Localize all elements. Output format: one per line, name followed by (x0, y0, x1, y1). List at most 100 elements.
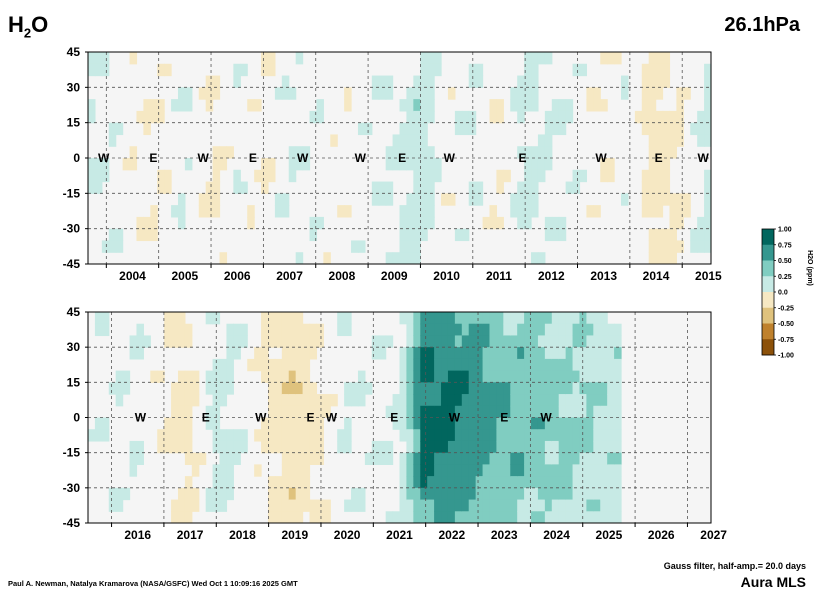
anomaly-cell (565, 110, 574, 124)
qbo-phase-label: E (306, 411, 314, 425)
anomaly-cell (434, 323, 442, 337)
x-tick-label: 2020 (334, 528, 361, 542)
anomaly-cell (496, 99, 504, 112)
anomaly-cell (655, 75, 664, 88)
anomaly-cell (531, 358, 539, 372)
anomaly-cell (531, 87, 539, 100)
x-tick-label: 2022 (439, 528, 466, 542)
anomaly-cell (184, 99, 193, 112)
x-tick-label: 2027 (700, 528, 727, 542)
anomaly-cell (212, 405, 221, 419)
anomaly-cell (212, 382, 221, 395)
anomaly-cell (503, 335, 511, 348)
anomaly-cell (171, 99, 179, 112)
anomaly-cell (531, 405, 539, 419)
anomaly-cell (344, 312, 352, 325)
anomaly-cell (274, 358, 283, 372)
anomaly-cell (544, 370, 553, 383)
bottom-panel: 45 30 15 0 -15 -30 -45 2016 2017 2018 2019 2020 2021… (63, 305, 728, 542)
anomaly-cell (288, 394, 297, 407)
anomaly-cell (385, 193, 394, 206)
anomaly-cell (420, 146, 428, 159)
anomaly-cell (551, 99, 560, 112)
anomaly-cell (662, 134, 671, 147)
anomaly-cell (524, 417, 532, 430)
anomaly-cell (524, 181, 532, 194)
anomaly-cell (454, 429, 463, 442)
anomaly-cell (537, 134, 546, 147)
anomaly-cell (475, 358, 484, 372)
anomaly-cell (565, 499, 574, 512)
anomaly-cell (524, 476, 532, 489)
x-tick-label: 2006 (224, 269, 251, 283)
anomaly-cell (427, 347, 435, 360)
anomaly-cell (655, 252, 664, 264)
anomaly-cell (551, 452, 560, 465)
anomaly-cell (288, 312, 297, 325)
anomaly-cell (101, 417, 110, 430)
anomaly-cell (489, 382, 498, 395)
anomaly-cell (261, 440, 269, 454)
anomaly-cell (434, 476, 442, 489)
anomaly-cell (489, 323, 498, 337)
anomaly-cell (420, 370, 428, 383)
anomaly-cell (184, 476, 193, 489)
anomaly-cell (88, 429, 96, 442)
anomaly-cell (164, 169, 172, 183)
anomaly-cell (600, 335, 608, 348)
anomaly-cell (392, 405, 401, 419)
anomaly-cell (551, 110, 560, 124)
anomaly-cell (295, 370, 304, 383)
anomaly-cell (510, 487, 518, 501)
anomaly-cell (600, 382, 608, 395)
anomaly-cell (240, 440, 248, 454)
anomaly-cell (254, 464, 262, 477)
anomaly-cell (461, 487, 470, 501)
anomaly-cell (607, 429, 615, 442)
anomaly-cell (295, 252, 304, 264)
anomaly-cell (302, 323, 311, 337)
anomaly-cell (461, 417, 470, 430)
anomaly-cell (115, 382, 124, 395)
anomaly-cell (482, 417, 491, 430)
anomaly-cell (579, 335, 587, 348)
anomaly-cell (489, 464, 498, 477)
anomaly-cell (662, 75, 671, 88)
anomaly-cell (537, 146, 546, 159)
anomaly-cell (288, 358, 297, 372)
anomaly-cell (136, 228, 144, 242)
anomaly-cell (558, 452, 567, 465)
anomaly-cell (357, 487, 366, 501)
anomaly-cell (447, 487, 456, 501)
anomaly-cell (219, 158, 228, 171)
anomaly-cell (531, 75, 539, 88)
anomaly-cell (406, 347, 414, 360)
anomaly-cell (503, 312, 511, 325)
anomaly-cell (399, 347, 408, 360)
anomaly-cell (316, 99, 324, 112)
anomaly-cell (434, 440, 442, 454)
anomaly-cell (337, 429, 345, 442)
anomaly-cell (607, 335, 615, 348)
anomaly-cell (136, 347, 144, 360)
anomaly-cell (468, 440, 477, 454)
anomaly-cell (406, 134, 414, 147)
anomaly-cell (510, 347, 518, 360)
anomaly-cell (517, 440, 525, 454)
anomaly-cell (309, 110, 318, 124)
anomaly-cell (399, 452, 408, 465)
anomaly-cell (226, 464, 234, 477)
anomaly-cell (544, 452, 553, 465)
anomaly-cell (496, 370, 504, 383)
anomaly-cell (593, 335, 601, 348)
anomaly-cell (510, 193, 518, 206)
anomaly-cell (302, 370, 311, 383)
anomaly-cell (676, 122, 684, 136)
anomaly-cell (295, 358, 304, 372)
anomaly-cell (496, 347, 504, 360)
anomaly-cell (427, 499, 435, 512)
y-tick-label: 0 (73, 151, 80, 165)
anomaly-cell (461, 394, 470, 407)
anomaly-cell (399, 358, 408, 372)
